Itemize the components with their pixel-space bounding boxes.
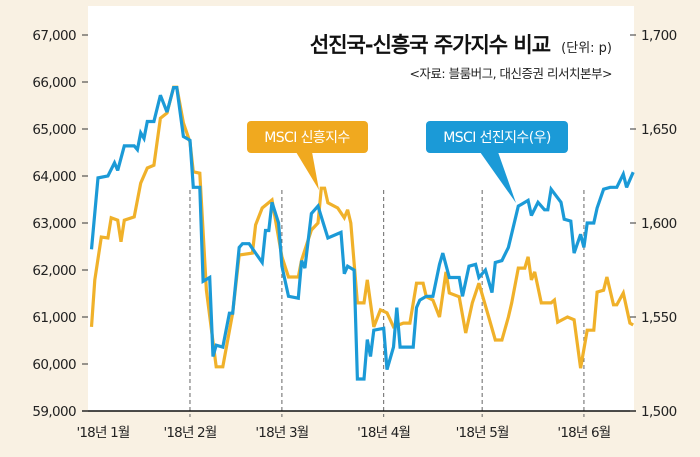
- x-tick-label: '18년 1월: [76, 425, 129, 441]
- x-tick-label: '18년 4월: [357, 425, 410, 441]
- x-tick-label: '18년 6월: [557, 425, 610, 441]
- right-tick-label: 1,700: [641, 28, 677, 44]
- callout-em-box: [247, 121, 368, 153]
- callout-em: MSCI 신흥지수: [247, 121, 368, 190]
- right-tick-label: 1,650: [641, 122, 677, 138]
- chart-title-group: 선진국-신흥국 주가지수 비교 (단위: p): [310, 33, 612, 57]
- left-tick-label: 65,000: [32, 122, 76, 138]
- x-tick-label: '18년 3월: [255, 425, 308, 441]
- x-tick-label: '18년 2월: [163, 425, 216, 441]
- x-tick-label: '18년 5월: [456, 425, 509, 441]
- left-tick-label: 64,000: [32, 169, 76, 185]
- left-tick-label: 60,000: [32, 357, 76, 373]
- callout-em-label: MSCI 신흥지수: [264, 130, 350, 146]
- chart-unit: (단위: p): [561, 41, 612, 56]
- msci-developed-line: [89, 85, 635, 381]
- right-tick-label: 1,500: [641, 404, 677, 420]
- callout-em-pointer: [296, 152, 319, 190]
- series-lines: [89, 85, 635, 381]
- left-tick-label: 61,000: [32, 310, 76, 326]
- chart-title: 선진국-신흥국 주가지수 비교: [310, 33, 551, 57]
- month-guides: [189, 190, 585, 417]
- right-tick-label: 1,550: [641, 310, 677, 326]
- right-axis: 1,500 1,550 1,600 1,650 1,700: [630, 28, 677, 420]
- x-axis-labels: '18년 1월 '18년 2월 '18년 3월 '18년 4월 '18년 5월 '18년 …: [76, 425, 611, 441]
- callout-dm-box: [426, 121, 568, 153]
- callout-dm: MSCI 선진지수(우): [426, 121, 568, 203]
- left-tick-label: 66,000: [32, 75, 76, 91]
- left-tick-label: 59,000: [32, 404, 76, 420]
- left-tick-label: 67,000: [32, 28, 76, 44]
- callout-dm-label: MSCI 선진지수(우): [443, 130, 551, 146]
- callout-dm-pointer: [480, 152, 516, 203]
- left-axis: 59,000 60,000 61,000 62,000 63,000 64,000 65,0…: [32, 28, 88, 420]
- chart-source: <자료: 블룸버그, 대신증권 리서치본부>: [409, 66, 612, 81]
- right-tick-label: 1,600: [641, 216, 677, 232]
- left-tick-label: 63,000: [32, 216, 76, 232]
- left-tick-label: 62,000: [32, 263, 76, 279]
